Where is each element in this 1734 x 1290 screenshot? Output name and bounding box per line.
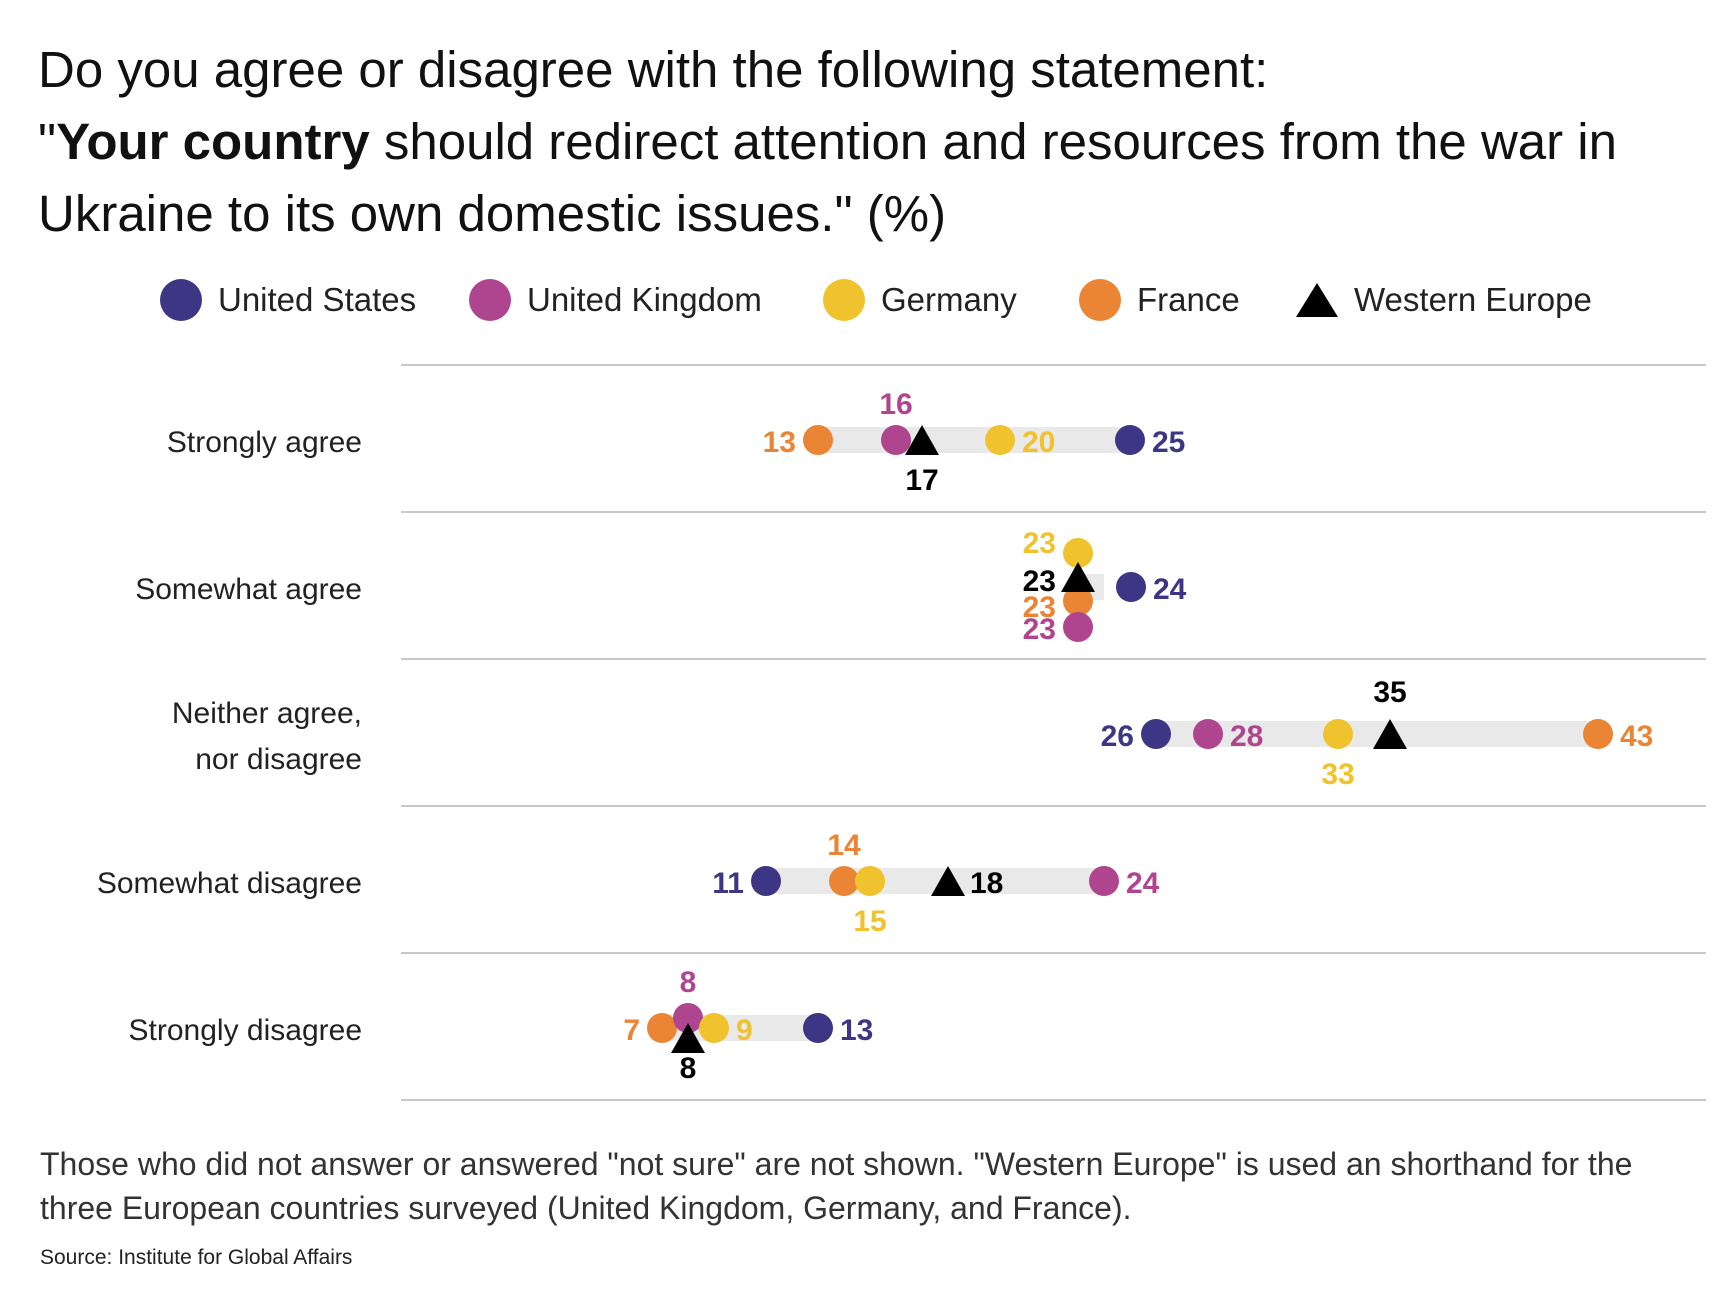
- united-kingdom-value-label: 8: [680, 966, 697, 999]
- western-europe-marker: [931, 866, 965, 896]
- western-europe-marker: [905, 425, 939, 455]
- united-states-value-label: 25: [1152, 426, 1185, 459]
- united-kingdom-marker: [881, 425, 911, 455]
- united-states-marker: [1141, 719, 1171, 749]
- western-europe-value-label: 17: [905, 464, 938, 497]
- germany-value-label: 15: [853, 905, 886, 938]
- category-label: Somewhat agree: [135, 573, 362, 606]
- france-marker: [647, 1013, 677, 1043]
- united-states-value-label: 26: [1101, 720, 1134, 753]
- germany-value-label: 9: [736, 1014, 753, 1047]
- france-marker-icon: [1079, 279, 1121, 321]
- united-kingdom-marker-icon: [469, 279, 511, 321]
- united-kingdom-marker: [1089, 866, 1119, 896]
- germany-marker: [985, 425, 1015, 455]
- united-states-marker: [1116, 572, 1146, 602]
- legend: United States United Kingdom Germany Fra…: [0, 270, 1734, 330]
- title-bold-phrase: Your country: [56, 113, 370, 170]
- germany-marker: [699, 1013, 729, 1043]
- germany-marker-icon: [823, 279, 865, 321]
- france-marker: [1063, 586, 1093, 616]
- legend-item-united-states: United States: [160, 270, 416, 330]
- france-value-label: 23: [1023, 591, 1056, 624]
- germany-value-label: 20: [1022, 426, 1055, 459]
- france-value-label: 13: [763, 426, 796, 459]
- united-kingdom-marker: [1193, 719, 1223, 749]
- category-label: Strongly disagree: [129, 1014, 362, 1047]
- united-states-value-label: 11: [712, 867, 744, 900]
- united-kingdom-value-label: 23: [1023, 613, 1056, 646]
- range-band: [818, 427, 1130, 453]
- title-rest: should redirect attention and resources …: [38, 113, 1617, 242]
- legend-label-united-states: United States: [218, 281, 417, 318]
- united-states-marker-icon: [160, 279, 202, 321]
- germany-marker: [1323, 719, 1353, 749]
- western-europe-value-label: 35: [1373, 676, 1406, 709]
- united-kingdom-value-label: 16: [879, 388, 912, 421]
- germany-marker: [855, 866, 885, 896]
- chart-title: Do you agree or disagree with the follow…: [38, 34, 1698, 250]
- france-value-label: 43: [1620, 720, 1653, 753]
- source-note: Source: Institute for Global Affairs: [40, 1246, 353, 1269]
- western-europe-value-label: 8: [680, 1052, 697, 1085]
- france-value-label: 14: [827, 829, 861, 862]
- united-states-marker: [751, 866, 781, 896]
- title-line-2: "Your country should redirect attention …: [38, 106, 1698, 250]
- western-europe-marker: [671, 1023, 705, 1053]
- western-europe-value-label: 23: [1023, 565, 1056, 598]
- legend-item-france: France: [1079, 270, 1240, 330]
- title-quote-open: ": [38, 113, 57, 170]
- legend-label-western-europe: Western Europe: [1354, 281, 1592, 318]
- legend-label-france: France: [1137, 281, 1240, 318]
- united-states-value-label: 24: [1153, 573, 1187, 606]
- germany-value-label: 33: [1321, 758, 1354, 791]
- western-europe-value-label: 18: [970, 867, 1003, 900]
- category-label: Strongly agree: [167, 426, 362, 459]
- france-marker: [803, 425, 833, 455]
- western-europe-marker: [1373, 719, 1407, 749]
- united-kingdom-value-label: 24: [1126, 867, 1160, 900]
- united-states-marker: [1115, 425, 1145, 455]
- united-kingdom-value-label: 28: [1230, 720, 1263, 753]
- legend-label-united-kingdom: United Kingdom: [527, 281, 762, 318]
- legend-item-united-kingdom: United Kingdom: [469, 270, 762, 330]
- western-europe-marker: [1061, 562, 1095, 592]
- legend-item-western-europe: Western Europe: [1296, 270, 1592, 330]
- germany-value-label: 23: [1023, 527, 1056, 560]
- category-label: Somewhat disagree: [97, 867, 362, 900]
- united-states-marker: [803, 1013, 833, 1043]
- germany-marker: [1063, 538, 1093, 568]
- united-states-value-label: 13: [840, 1014, 873, 1047]
- france-marker: [1583, 719, 1613, 749]
- united-kingdom-marker: [673, 1003, 703, 1033]
- france-value-label: 7: [623, 1014, 640, 1047]
- title-line-1: Do you agree or disagree with the follow…: [38, 41, 1269, 98]
- legend-label-germany: Germany: [881, 281, 1017, 318]
- france-marker: [829, 866, 859, 896]
- western-europe-triangle-icon: [1296, 283, 1338, 317]
- legend-item-germany: Germany: [823, 270, 1017, 330]
- footnote: Those who did not answer or answered "no…: [40, 1146, 1633, 1226]
- category-label: Neither agree,: [172, 697, 362, 730]
- united-kingdom-marker: [1063, 612, 1093, 642]
- category-label: nor disagree: [195, 743, 362, 776]
